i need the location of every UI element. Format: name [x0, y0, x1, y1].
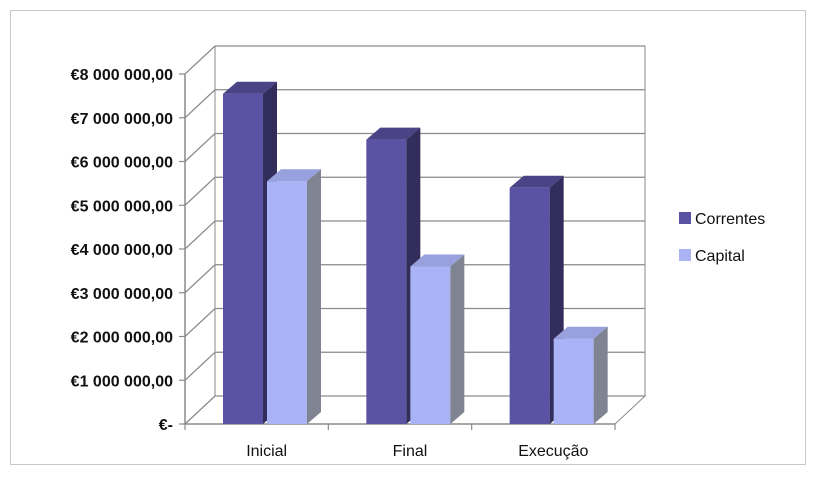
bar-side — [307, 169, 321, 424]
bar — [267, 169, 321, 424]
chart-frame: €- €1 000 000,00 €2 000 000,00 €3 000 000,0… — [10, 10, 806, 465]
y-tick-label: €5 000 000,00 — [71, 198, 173, 215]
bar-front — [553, 338, 594, 424]
legend-label: Correntes — [695, 211, 765, 228]
x-tick-label: Final — [393, 443, 428, 460]
bar-side — [593, 326, 608, 424]
y-tick-label: €6 000 000,00 — [71, 155, 173, 172]
bar-top — [366, 127, 421, 140]
bar-front — [223, 93, 263, 424]
y-tick-label: €1 000 000,00 — [71, 373, 173, 390]
x-tick-label: Execução — [518, 443, 588, 460]
y-tick-label: €3 000 000,00 — [71, 286, 173, 303]
bar-chart: €- €1 000 000,00 €2 000 000,00 €3 000 000,0… — [71, 45, 765, 460]
bar-front — [410, 266, 451, 424]
bar-top — [267, 169, 321, 182]
bar-front — [366, 139, 407, 424]
bar — [410, 254, 465, 424]
bar-front — [509, 187, 550, 424]
y-tick-label: €4 000 000,00 — [71, 242, 173, 259]
legend-swatch — [679, 249, 691, 261]
y-tick-label: €7 000 000,00 — [71, 111, 173, 128]
legend: Correntes Capital — [679, 211, 765, 265]
x-axis-category-labels: Inicial Final Execução — [246, 443, 588, 460]
bar-top — [223, 81, 277, 94]
legend-swatch — [679, 212, 691, 224]
bar — [366, 127, 421, 424]
bar-front — [267, 181, 307, 424]
y-tick-label: €- — [159, 417, 173, 434]
bar-top — [410, 254, 465, 267]
bar-side — [450, 254, 465, 424]
bar — [553, 326, 608, 424]
y-tick-label: €2 000 000,00 — [71, 330, 173, 347]
y-tick-label: €8 000 000,00 — [71, 67, 173, 84]
bars — [223, 81, 608, 424]
x-tick-label: Inicial — [246, 443, 287, 460]
bar-top — [509, 175, 564, 188]
bar-top — [553, 326, 608, 339]
y-axis-tick-labels: €- €1 000 000,00 €2 000 000,00 €3 000 000,0… — [71, 67, 173, 434]
legend-label: Capital — [695, 248, 745, 265]
